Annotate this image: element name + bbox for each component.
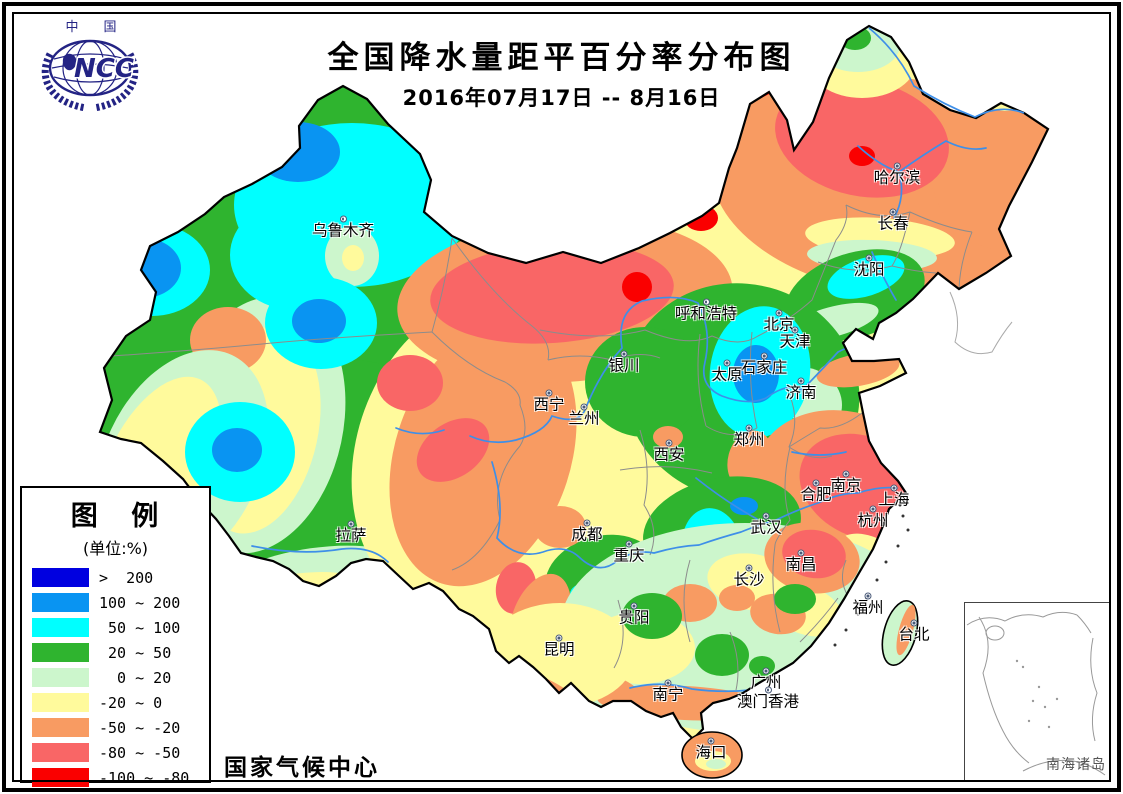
legend-row: -100 ~ -80 <box>22 765 209 790</box>
legend-row: -20 ~ 0 <box>22 690 209 715</box>
rivers <box>251 140 987 693</box>
legend-range-label: 20 ~ 50 <box>99 643 172 662</box>
national-boundary <box>98 24 1050 741</box>
hainan-island <box>681 731 743 779</box>
south-china-sea-inset: 南海诸岛 <box>964 602 1111 781</box>
logo-acronym: NCC <box>74 54 134 84</box>
legend-color-swatch <box>32 668 89 687</box>
amur-river <box>868 27 1025 118</box>
legend-row: -80 ~ -50 <box>22 740 209 765</box>
legend-color-swatch <box>32 593 89 612</box>
legend-range-label: -100 ~ -80 <box>99 768 190 787</box>
legend-range-label: > 200 <box>99 568 154 587</box>
legend-range-label: -20 ~ 0 <box>99 693 163 712</box>
legend-row: 0 ~ 20 <box>22 665 209 690</box>
legend-row: 50 ~ 100 <box>22 615 209 640</box>
logo-char-left: 中 <box>65 20 78 35</box>
legend-rows: > 200 100 ~ 200 50 ~ 100 20 ~ 50 0 ~ 20 -2… <box>22 565 209 790</box>
source-credit: 国家气候中心 <box>224 755 380 781</box>
legend-color-swatch <box>32 743 89 762</box>
legend-color-swatch <box>32 618 89 637</box>
legend-row: > 200 <box>22 565 209 590</box>
legend-range-label: 100 ~ 200 <box>99 593 181 612</box>
legend: 图 例 (单位:%) > 200 100 ~ 200 50 ~ 100 20 ~ … <box>20 486 211 787</box>
legend-range-label: 50 ~ 100 <box>99 618 181 637</box>
legend-title: 图 例 <box>70 501 171 532</box>
legend-row: 20 ~ 50 <box>22 640 209 665</box>
korea-coastline <box>949 291 1013 355</box>
logo-char-right: 国 <box>103 20 116 35</box>
taiwan-island <box>881 600 919 666</box>
page-title: 全国降水量距平百分率分布图 <box>327 40 796 76</box>
inset-coastlines <box>966 611 1106 776</box>
legend-row: 100 ~ 200 <box>22 590 209 615</box>
legend-color-swatch <box>32 568 89 587</box>
legend-color-swatch <box>32 718 89 737</box>
legend-range-label: 0 ~ 20 <box>99 668 172 687</box>
date-range: 2016年07月17日 -- 8月16日 <box>402 86 721 110</box>
legend-range-label: -80 ~ -50 <box>99 743 181 762</box>
legend-color-swatch <box>32 643 89 662</box>
inset-label: 南海诸岛 <box>1046 757 1106 773</box>
legend-color-swatch <box>32 693 89 712</box>
ncc-logo: NCC 中 国 <box>41 20 139 112</box>
legend-color-swatch <box>32 768 89 787</box>
legend-unit: (单位:%) <box>82 539 149 558</box>
legend-range-label: -50 ~ -20 <box>99 718 181 737</box>
legend-row: -50 ~ -20 <box>22 715 209 740</box>
